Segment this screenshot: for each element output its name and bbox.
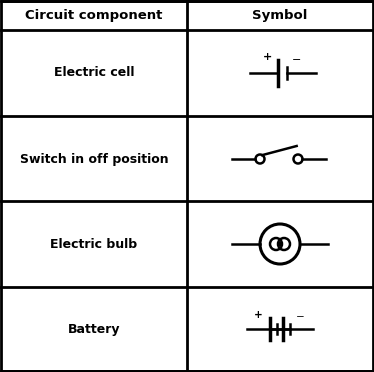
Text: −: −: [292, 55, 302, 65]
Text: −: −: [295, 312, 304, 322]
Text: Circuit component: Circuit component: [25, 10, 163, 22]
Text: Symbol: Symbol: [252, 10, 308, 22]
Text: Electric bulb: Electric bulb: [50, 237, 138, 250]
Text: Battery: Battery: [68, 323, 120, 336]
Text: +: +: [254, 310, 263, 320]
Text: Electric cell: Electric cell: [54, 67, 134, 80]
Text: +: +: [263, 52, 273, 62]
Circle shape: [279, 243, 282, 246]
Text: Switch in off position: Switch in off position: [20, 153, 168, 166]
